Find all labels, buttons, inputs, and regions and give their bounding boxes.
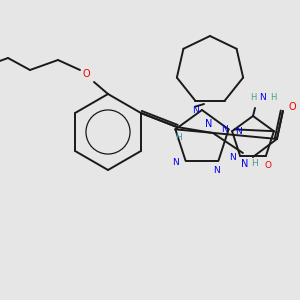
Text: H: H	[176, 133, 182, 142]
Text: N: N	[205, 119, 213, 129]
Text: O: O	[288, 102, 296, 112]
Text: N: N	[213, 166, 220, 175]
Text: N: N	[235, 127, 242, 136]
Text: N: N	[221, 125, 227, 134]
Text: N: N	[260, 94, 266, 103]
Text: H: H	[270, 94, 276, 103]
Text: N: N	[229, 153, 236, 162]
Text: H: H	[250, 94, 256, 103]
Text: O: O	[264, 161, 272, 170]
Text: N: N	[241, 159, 249, 169]
Text: H: H	[251, 160, 258, 169]
Text: O: O	[82, 69, 90, 79]
Text: N: N	[192, 106, 199, 115]
Text: N: N	[172, 158, 179, 167]
